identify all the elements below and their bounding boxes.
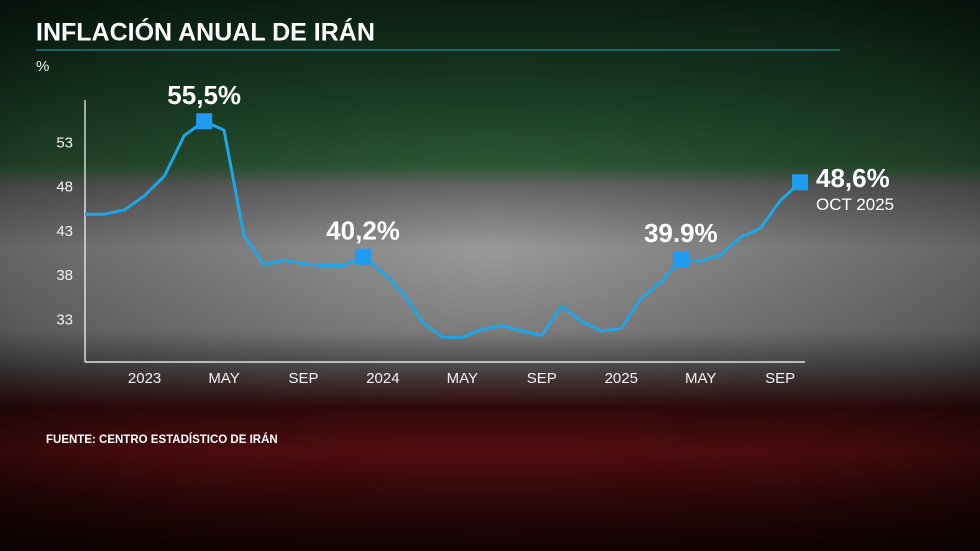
y-tick-label: 43 — [56, 223, 73, 240]
value-label: 39.9% — [644, 218, 718, 248]
x-tick-label: 2024 — [366, 370, 399, 387]
y-tick-label: 48 — [56, 179, 73, 196]
point-marker — [792, 174, 808, 191]
x-tick-label: 2023 — [128, 370, 161, 387]
y-tick-label: 33 — [56, 311, 73, 328]
chart-title: INFLACIÓN ANUAL DE IRÁN — [36, 17, 375, 47]
y-tick-label: 38 — [56, 267, 73, 284]
point-marker — [672, 251, 689, 268]
y-axis-unit: % — [36, 58, 49, 75]
value-label: 55,5% — [167, 80, 241, 110]
point-marker — [196, 113, 213, 130]
x-tick-label: SEP — [288, 370, 318, 387]
source: FUENTE: CENTRO ESTADÍSTICO DE IRÁN — [46, 433, 278, 446]
point-marker — [355, 248, 372, 265]
x-tick-label: SEP — [765, 370, 795, 387]
x-tick-label: MAY — [685, 370, 716, 387]
end-note: OCT 2025 — [816, 195, 894, 214]
y-tick-label: 53 — [56, 134, 73, 151]
value-label: 40,2% — [326, 216, 400, 246]
x-tick-label: SEP — [527, 370, 557, 387]
x-tick-label: MAY — [208, 370, 239, 387]
value-label: 48,6% — [816, 163, 890, 193]
x-tick-label: 2025 — [605, 370, 638, 387]
x-tick-label: MAY — [447, 370, 478, 387]
